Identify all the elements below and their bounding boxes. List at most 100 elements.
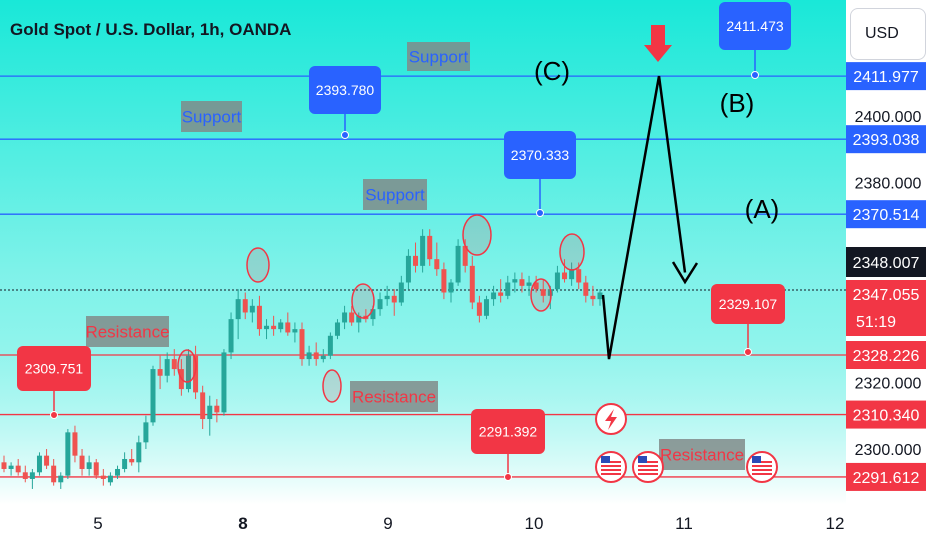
candle-body — [562, 272, 568, 280]
chart-title: Gold Spot / U.S. Dollar, 1h, OANDA — [10, 20, 292, 39]
candle-body — [498, 292, 504, 296]
pivot-circle — [351, 283, 375, 319]
candle-body — [377, 299, 383, 310]
callout-anchor — [536, 209, 544, 217]
candle-body — [306, 352, 312, 360]
candle-body — [398, 282, 404, 303]
candle-body — [107, 475, 113, 483]
callout-bubble — [719, 2, 791, 50]
candle-body — [51, 465, 57, 483]
candle-body — [100, 475, 106, 479]
candle-body — [483, 299, 489, 316]
candle-body — [448, 282, 454, 293]
zone-label-box — [363, 179, 427, 210]
candle-body — [8, 465, 14, 469]
us-flag-stripe — [638, 465, 658, 467]
candle-body — [512, 279, 518, 283]
price-level-tag — [846, 462, 926, 491]
x-tick-label: 8 — [238, 514, 247, 533]
callout-anchor — [341, 131, 349, 139]
candle-body — [349, 312, 355, 323]
candle-body — [434, 259, 440, 270]
candle-body — [519, 279, 525, 286]
price-level-tag — [846, 125, 926, 154]
callout-label: 2393.780 — [316, 82, 375, 98]
candle-body — [526, 282, 532, 286]
candle-body — [413, 255, 419, 266]
candle-body — [44, 455, 50, 466]
price-level-tag — [846, 341, 926, 370]
y-tick-label: 2300.000 — [855, 442, 922, 459]
time-axis-background — [0, 505, 846, 550]
price-level-label: 2291.612 — [853, 470, 920, 487]
candle-body — [285, 322, 291, 333]
candle-body — [242, 299, 248, 313]
candle-body — [93, 462, 99, 476]
price-level-tag — [846, 400, 926, 429]
candle-body — [320, 355, 326, 360]
candle-body — [235, 299, 241, 320]
callout-label: 2291.392 — [479, 424, 538, 440]
candle-body — [214, 405, 220, 413]
current-price-tag — [846, 247, 926, 277]
x-tick-label: 11 — [675, 514, 693, 533]
candle-body — [249, 305, 255, 313]
us-flag-canton — [601, 456, 610, 463]
candle-body — [22, 472, 28, 479]
candle-body — [299, 329, 305, 360]
currency-button[interactable]: USD — [850, 8, 926, 60]
callout-bubble — [711, 284, 785, 324]
zone-label-box — [86, 316, 169, 347]
price-level-label: 2370.514 — [853, 207, 920, 224]
zone-label: Resistance — [352, 388, 436, 407]
candle-body — [15, 465, 21, 473]
candle-body — [185, 355, 191, 390]
zone-label: Support — [365, 186, 425, 205]
pivot-circle — [246, 247, 270, 283]
callout-bubble — [309, 66, 381, 114]
candle-body — [391, 295, 397, 303]
candle-body — [554, 272, 560, 290]
candle-body — [164, 359, 170, 376]
candle-body — [115, 468, 121, 476]
us-flag-stripe — [601, 461, 621, 463]
us-flag-canton — [638, 456, 647, 463]
price-level-label: 2393.038 — [853, 132, 920, 149]
candle-body — [122, 458, 128, 469]
pivot-circle — [177, 349, 197, 383]
y-tick-label: 2320.000 — [855, 375, 922, 392]
last-price-label: 2347.055 — [853, 287, 920, 304]
candle-body — [292, 329, 298, 333]
x-tick-label: 9 — [383, 514, 392, 533]
zone-label-box — [181, 101, 242, 132]
wave-label: (C) — [534, 56, 570, 86]
candle-body — [540, 289, 546, 296]
callout-bubble — [471, 409, 545, 454]
candle-body — [278, 322, 284, 330]
candle-body — [313, 352, 319, 360]
candle-body — [462, 245, 468, 266]
last-price-tag — [846, 280, 926, 336]
candle-body — [384, 295, 390, 300]
candle-body — [58, 475, 64, 483]
callout-anchor — [50, 411, 58, 419]
candle-body — [576, 269, 582, 283]
pivot-circle — [322, 369, 342, 403]
us-flag-stripe — [752, 473, 772, 475]
candle-body — [256, 305, 262, 330]
us-flag-stripe — [638, 469, 658, 471]
us-flag-stripe — [752, 461, 772, 463]
price-level-label: 2411.977 — [853, 69, 919, 86]
candle-body — [583, 282, 589, 296]
candle-body — [334, 322, 340, 336]
y-tick-label: 2380.000 — [855, 176, 922, 193]
callout-anchor — [744, 348, 752, 356]
candle-body — [86, 462, 92, 469]
candle-body — [200, 392, 206, 420]
candle-body — [143, 422, 149, 443]
candle-body — [405, 255, 411, 283]
candle-body — [356, 315, 362, 323]
us-flag-stripe — [601, 465, 621, 467]
